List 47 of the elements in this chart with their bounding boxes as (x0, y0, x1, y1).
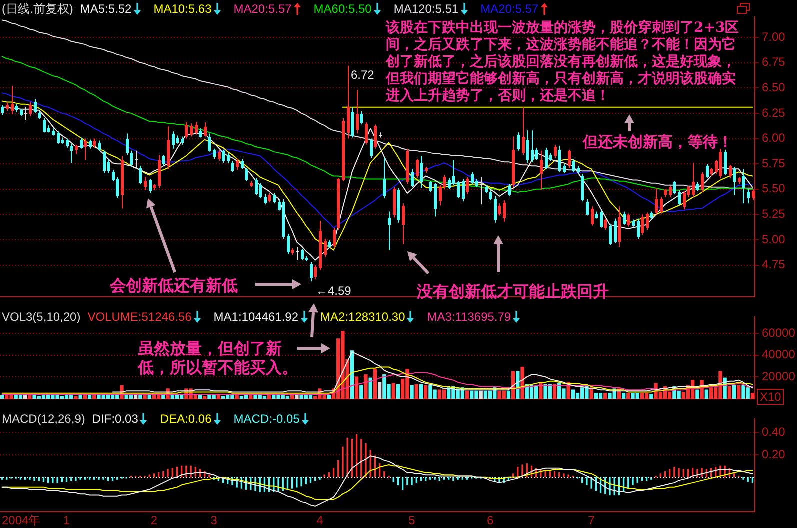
x-tick-label: 3 (210, 514, 218, 528)
y-tick-label: 20000 (762, 369, 796, 384)
y-tick-label: 5.75 (762, 156, 786, 170)
annotation: 该股在下跌中出现一波放量的涨势，股价穿刺到了2+3区间，之后又跌了下来，这波涨势能不能追？不能！因为它创了新低了，之后该股回落没有再创新低，这是好现象，但我们期望它能够创新高，只有创新高，才说明该股确实进入上升趋势了，否则，还是不追！ (386, 20, 740, 105)
y-tick-label: 6.50 (762, 80, 786, 94)
y-tick-label: 5.50 (762, 182, 786, 196)
text: X10 (757, 389, 784, 405)
y-tick-label: 5.00 (762, 232, 786, 246)
text: MA60:5.50 (314, 2, 372, 16)
x-tick-label: 2 (150, 514, 158, 528)
y-tick-label: 6.75 (762, 55, 786, 70)
text: MACD:-0.05 (234, 412, 300, 426)
text: MA20:5.57 (234, 2, 292, 16)
text: VOLUME:51246.56 (88, 310, 192, 324)
y-tick-label: 7.00 (762, 30, 786, 44)
x-axis-title: 2004年 (2, 513, 41, 528)
text: MA3:113695.79 (427, 310, 512, 324)
chart-title: VOL3(5,10,20) (2, 310, 81, 324)
text: MA120:5.51 (394, 2, 459, 16)
text: DEA:0.06 (160, 412, 212, 426)
y-tick-label: 5.25 (762, 207, 786, 222)
x-tick-label: 5 (408, 514, 416, 528)
y-tick-label: 0.20 (762, 447, 786, 462)
y-tick-label: 0.40 (762, 424, 786, 439)
chart-title: (日线.前复权) (2, 2, 74, 16)
annotation: 但还未创新高，等待！ (583, 133, 733, 151)
y-tick-label: 6.00 (762, 131, 786, 146)
annotation: 虽然放量，但创了新低，所以暂不能买入。 (138, 339, 299, 377)
text: DIF:0.03 (92, 412, 138, 426)
annotation: ←4.59 (316, 284, 352, 298)
text: MA5:5.52 (80, 2, 132, 16)
annotation: 会创新低还有新低 (110, 276, 238, 295)
text: MA1:104461.92 (214, 310, 299, 324)
y-tick-label: 40000 (762, 348, 796, 362)
chart-title: MACD(12,26,9) (2, 412, 86, 426)
y-tick-label: 60000 (762, 326, 796, 340)
text: MA20:5.57 (480, 2, 539, 16)
x-tick-label: 6 (486, 514, 494, 528)
text: MA2:128310.30 (320, 310, 406, 324)
text: MA10:5.63 (154, 2, 212, 16)
y-tick-label: 4.75 (762, 258, 786, 272)
y-tick-label: 6.25 (762, 106, 786, 120)
x-tick-label: 7 (588, 514, 596, 528)
x-tick-label: 4 (316, 514, 324, 528)
annotation: 没有创新低才可能止跌回升 (417, 282, 609, 301)
annotation: 6.72 (351, 68, 374, 82)
x-tick-label: 1 (63, 514, 70, 528)
